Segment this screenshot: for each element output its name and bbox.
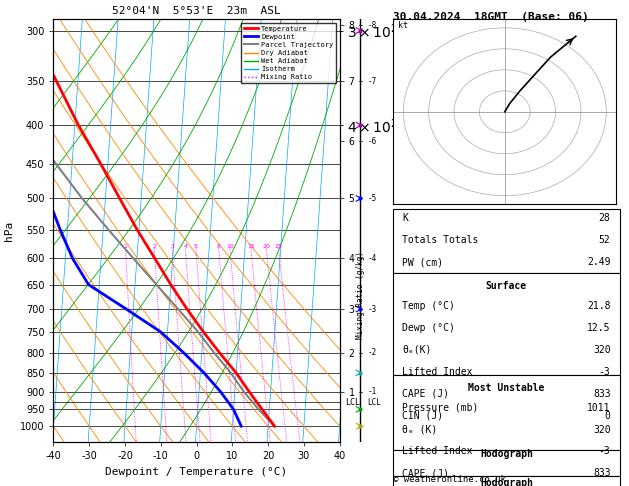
- Text: K: K: [402, 213, 408, 224]
- Text: kt: kt: [398, 21, 408, 30]
- Text: Temp (°C): Temp (°C): [402, 301, 455, 311]
- Bar: [393, 209, 620, 273]
- Text: PW (cm): PW (cm): [402, 257, 443, 267]
- Text: 28: 28: [599, 213, 611, 224]
- Text: 21.8: 21.8: [587, 301, 611, 311]
- Text: -6: -6: [367, 137, 376, 146]
- Text: -8: -8: [367, 20, 376, 30]
- Text: CAPE (J): CAPE (J): [402, 389, 449, 399]
- Text: -2: -2: [367, 348, 376, 357]
- Text: 320: 320: [593, 345, 611, 355]
- Text: -3: -3: [599, 447, 611, 456]
- Text: 15: 15: [247, 243, 255, 248]
- Text: 25: 25: [275, 243, 282, 248]
- Text: Lifted Index: Lifted Index: [402, 367, 472, 377]
- Text: Hodograph: Hodograph: [480, 449, 533, 459]
- Text: -4: -4: [367, 254, 376, 263]
- Bar: [393, 273, 620, 375]
- Text: -3: -3: [367, 305, 376, 313]
- Text: θₑ(K): θₑ(K): [402, 345, 431, 355]
- Text: 12.5: 12.5: [587, 323, 611, 333]
- Text: LCL: LCL: [367, 398, 381, 407]
- X-axis label: Dewpoint / Temperature (°C): Dewpoint / Temperature (°C): [106, 467, 287, 477]
- Text: 2: 2: [152, 243, 157, 248]
- Text: -7: -7: [367, 77, 376, 86]
- Text: 1011: 1011: [587, 402, 611, 413]
- Text: 8: 8: [217, 243, 221, 248]
- Text: 52: 52: [599, 235, 611, 245]
- Text: 1: 1: [123, 243, 128, 248]
- Y-axis label: hPa: hPa: [4, 221, 14, 241]
- Text: 3: 3: [170, 243, 174, 248]
- Bar: [393, 450, 620, 476]
- Text: Dewp (°C): Dewp (°C): [402, 323, 455, 333]
- Text: 4: 4: [184, 243, 187, 248]
- Text: -5: -5: [367, 194, 376, 203]
- Text: θₑ (K): θₑ (K): [402, 424, 437, 434]
- Text: Hodograph: Hodograph: [480, 478, 533, 486]
- Legend: Temperature, Dewpoint, Parcel Trajectory, Dry Adiabat, Wet Adiabat, Isotherm, Mi: Temperature, Dewpoint, Parcel Trajectory…: [241, 23, 336, 83]
- Text: Totals Totals: Totals Totals: [402, 235, 479, 245]
- Text: 833: 833: [593, 469, 611, 478]
- Text: 833: 833: [593, 389, 611, 399]
- Text: Pressure (mb): Pressure (mb): [402, 402, 479, 413]
- Text: 320: 320: [593, 424, 611, 434]
- Text: 20: 20: [262, 243, 270, 248]
- Bar: [393, 375, 620, 450]
- Title: 52°04'N  5°53'E  23m  ASL: 52°04'N 5°53'E 23m ASL: [112, 6, 281, 16]
- Text: Most Unstable: Most Unstable: [468, 383, 545, 393]
- Text: 30.04.2024  18GMT  (Base: 06): 30.04.2024 18GMT (Base: 06): [393, 12, 589, 22]
- Text: 5: 5: [194, 243, 198, 248]
- Text: 0: 0: [604, 411, 611, 420]
- Text: Surface: Surface: [486, 281, 527, 291]
- Y-axis label: km
ASL: km ASL: [417, 231, 435, 252]
- Text: Lifted Index: Lifted Index: [402, 447, 472, 456]
- Text: 2.49: 2.49: [587, 257, 611, 267]
- Text: CAPE (J): CAPE (J): [402, 469, 449, 478]
- Text: LCL: LCL: [345, 398, 360, 407]
- Text: -1: -1: [367, 387, 376, 396]
- Text: CIN (J): CIN (J): [402, 411, 443, 420]
- Text: -3: -3: [599, 367, 611, 377]
- Text: 10: 10: [226, 243, 234, 248]
- Text: © weatheronline.co.uk: © weatheronline.co.uk: [393, 474, 506, 484]
- Text: Mixing Ratio (g/kg): Mixing Ratio (g/kg): [355, 251, 365, 339]
